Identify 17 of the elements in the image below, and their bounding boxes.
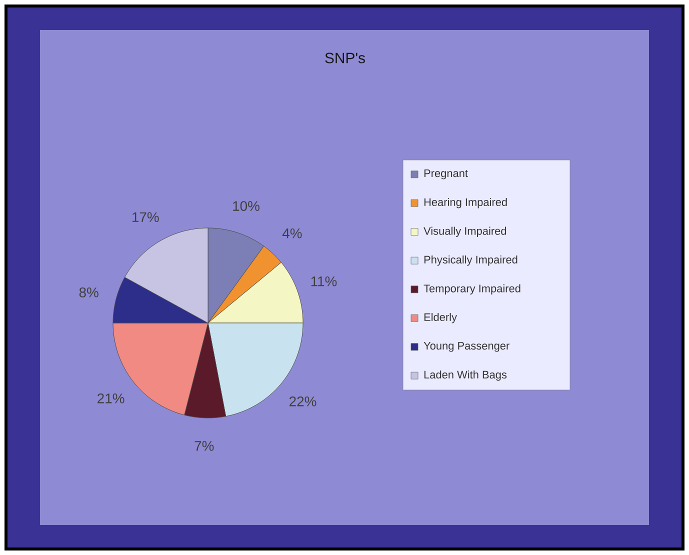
chart-title: SNP's (325, 52, 365, 64)
legend-label: Visually Impaired (424, 226, 506, 237)
data-label: 17% (132, 212, 159, 222)
legend-label: Elderly (424, 312, 457, 324)
data-label: 10% (233, 201, 260, 211)
data-label: 22% (290, 396, 316, 406)
legend-label: Physically Impaired (424, 255, 518, 266)
data-label: 11% (311, 276, 337, 286)
legend-label: Young Passenger (424, 342, 510, 352)
legend-label: Pregnant (424, 169, 468, 180)
legend-label: Laden With Bags (424, 370, 507, 381)
data-label: 21% (98, 393, 124, 404)
data-label: 7% (194, 441, 214, 451)
data-label: 8% (79, 287, 98, 298)
legend-label: Hearing Impaired (424, 198, 507, 208)
data-label: 4% (282, 228, 302, 238)
legend-label: Temporary Impaired (424, 284, 520, 294)
